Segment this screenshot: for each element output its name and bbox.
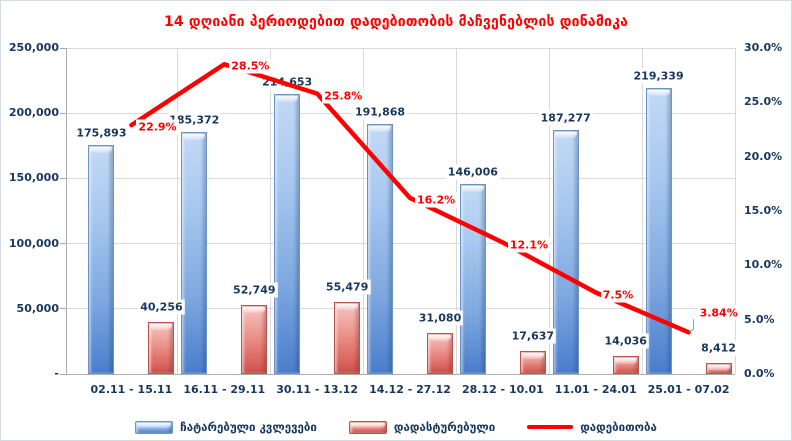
left-axis-tick-label: 100,000 (8, 236, 59, 250)
gridline-vertical (734, 48, 736, 374)
bar-confirmed (427, 333, 453, 374)
bar-tests (459, 183, 486, 374)
bar-tests-value-label: 219,339 (631, 68, 686, 84)
left-axis-tick-label: - (54, 367, 59, 380)
bar-confirmed-value-label: 52,749 (231, 282, 278, 298)
legend-swatch-confirmed (348, 420, 387, 434)
bar-confirmed-value-label: 17,637 (509, 328, 557, 344)
gridline-vertical (270, 48, 272, 374)
bar-confirmed (241, 305, 268, 374)
gridline-horizontal (66, 47, 735, 49)
bar-confirmed-value-label: 8,412 (699, 340, 738, 356)
gridline-vertical (548, 48, 550, 374)
right-axis-tick-label: 5.0% (744, 312, 775, 326)
bar-tests-value-label: 187,277 (538, 110, 593, 126)
x-axis-line (66, 373, 735, 375)
gridline-horizontal (66, 243, 735, 245)
bar-confirmed (334, 301, 361, 374)
bar-tests (552, 129, 579, 374)
right-axis-tick-label: 0.0% (744, 367, 775, 380)
category-label: 30.11 - 13.12 (276, 383, 359, 396)
y-axis-line (66, 48, 67, 374)
category-label: 25.01 - 07.02 (647, 383, 730, 396)
left-axis-tick-label: 50,000 (16, 301, 59, 315)
gridline-vertical (177, 48, 179, 374)
bar-confirmed-value-label: 31,080 (416, 310, 464, 326)
legend-swatch-positivity-line (527, 425, 574, 429)
left-axis-tick-label: 150,000 (8, 171, 59, 185)
right-axis-tick-label: 10.0% (744, 258, 783, 272)
positivity-value-label: 3.84% (697, 305, 740, 321)
bar-confirmed-value-label: 55,479 (323, 279, 371, 295)
left-axis-tick-label: 200,000 (8, 106, 59, 120)
legend-label-confirmed: დადასტურებული (393, 420, 496, 434)
bar-tests (274, 94, 301, 374)
category-label: 14.12 - 27.12 (369, 383, 451, 396)
bar-tests (645, 87, 672, 374)
bar-confirmed-value-label: 40,256 (138, 299, 185, 314)
left-axis-tick (60, 177, 66, 179)
gridline-horizontal (66, 177, 735, 179)
left-axis-tick (60, 243, 66, 245)
bar-tests (88, 144, 115, 374)
category-label: 11.01 - 24.01 (554, 383, 637, 396)
positivity-value-label: 16.2% (415, 192, 458, 208)
bar-confirmed (705, 363, 732, 374)
left-axis-tick (60, 308, 66, 310)
bar-confirmed-value-label: 14,036 (602, 333, 649, 349)
bar-tests-value-label: 214,653 (260, 74, 315, 90)
left-axis-tick (60, 112, 66, 114)
legend-label-tests: ჩატარებული კვლევები (180, 420, 317, 434)
right-axis-tick-label: 20.0% (744, 149, 783, 163)
left-axis-tick-label: 250,000 (8, 41, 59, 54)
legend-item-tests: ჩატარებული კვლევები (135, 420, 317, 434)
right-axis-tick-label: 25.0% (744, 95, 783, 109)
bar-confirmed (148, 321, 175, 374)
right-axis-tick-label: 15.0% (744, 204, 783, 217)
left-axis-tick (60, 47, 66, 49)
positivity-value-label: 12.1% (507, 237, 551, 252)
bar-tests-value-label: 175,893 (74, 125, 129, 141)
bar-tests (181, 132, 208, 374)
bar-tests (367, 123, 393, 374)
legend-item-confirmed: დადასტურებული (348, 420, 496, 434)
positivity-value-label: 7.5% (600, 287, 636, 302)
legend-swatch-tests (135, 420, 174, 434)
bar-tests-value-label: 146,006 (445, 164, 500, 180)
positivity-value-label: 28.5% (229, 58, 272, 74)
legend: ჩატარებული კვლევები დადასტურებული დადები… (1, 420, 791, 434)
bar-tests-value-label: 191,868 (352, 104, 408, 120)
bar-confirmed (519, 351, 546, 374)
positivity-value-label: 25.8% (322, 88, 365, 104)
gridline-vertical (641, 48, 643, 374)
positivity-value-label: 22.9% (136, 119, 179, 135)
right-axis-tick-label: 30.0% (744, 41, 783, 54)
legend-item-positivity: დადებითობა (527, 420, 657, 434)
left-axis-tick (60, 373, 66, 375)
category-label: 28.12 - 10.01 (461, 383, 544, 396)
chart-title: 14 დღიანი პერიოდებით დადებითობის მაჩვენე… (163, 14, 629, 30)
category-label: 16.11 - 29.11 (183, 383, 266, 396)
bar-confirmed (612, 355, 639, 374)
legend-label-positivity: დადებითობა (580, 420, 657, 434)
category-label: 02.11 - 15.11 (90, 383, 173, 396)
